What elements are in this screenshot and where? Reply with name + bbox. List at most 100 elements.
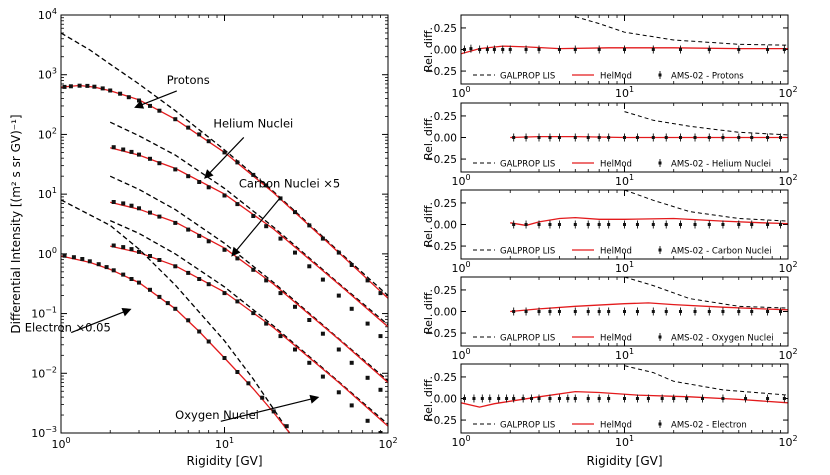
panel-y-tick-label: 0.00 <box>434 220 457 232</box>
data-point <box>524 136 528 139</box>
panel-plot-area <box>461 365 788 408</box>
y-tick-label-exp: 3 <box>52 67 57 76</box>
panel-x-tick-label-exp: 0 <box>465 260 470 269</box>
panel-y-tick-label: −0.25 <box>425 66 457 78</box>
helmod-line-1 <box>110 147 388 328</box>
data-point <box>693 310 697 313</box>
annotation-arrow-head <box>231 246 241 257</box>
data-point <box>293 347 297 352</box>
data-point <box>126 95 131 100</box>
panel-y-tick-label: 0.25 <box>434 372 457 384</box>
data-point <box>173 220 178 225</box>
data-point <box>129 149 134 154</box>
data-point <box>607 397 611 400</box>
data-point <box>462 397 466 400</box>
legend-helmod-label: HelMod <box>600 334 632 344</box>
data-point <box>492 48 496 51</box>
data-point <box>293 250 297 255</box>
data-point <box>137 249 141 254</box>
data-point <box>157 294 162 299</box>
legend-lis-label: GALPROP LIS <box>500 247 555 257</box>
data-point <box>148 287 152 292</box>
data-point <box>586 310 590 313</box>
data-point <box>222 247 227 252</box>
data-point <box>480 397 484 400</box>
data-point <box>623 48 626 51</box>
y-tick-label: 10−2 <box>31 365 57 380</box>
data-point <box>779 223 783 226</box>
panel-y-tick-label: 0.25 <box>434 111 457 123</box>
legend-lis-label: GALPROP LIS <box>500 72 555 82</box>
legend-data-swatch-point <box>658 73 662 77</box>
panel-x-tick-label: 102 <box>778 85 797 100</box>
panel-x-tick-label-base: 10 <box>778 262 792 275</box>
panel-x-tick-label-exp: 1 <box>629 347 634 356</box>
panel-x-tick-label: 102 <box>778 434 797 449</box>
panel-frame <box>460 363 789 434</box>
y-tick-label-base: 10 <box>38 128 52 141</box>
lis-line <box>624 277 788 309</box>
data-point <box>737 136 741 139</box>
data-point <box>512 136 516 139</box>
data-point <box>378 431 383 433</box>
data-point <box>737 48 741 51</box>
legend-lis-label: GALPROP LIS <box>500 334 555 344</box>
lis-line-1 <box>109 121 388 326</box>
data-point <box>548 310 552 313</box>
y-tick-label-exp: 4 <box>52 7 57 16</box>
panel-x-tick-label-exp: 2 <box>792 173 797 182</box>
data-point <box>260 395 265 400</box>
y-tick-label-base: 10 <box>38 9 52 22</box>
data-point <box>157 108 162 113</box>
data-point <box>573 310 577 313</box>
panel-y-axis-label: Rel. diff. <box>422 376 435 421</box>
data-point <box>264 224 269 229</box>
y-tick-label-exp: −2 <box>45 365 57 374</box>
y-tick-label: 10−1 <box>31 306 57 321</box>
legend-helmod-label: HelMod <box>600 72 632 82</box>
data-point <box>206 339 211 344</box>
data-point <box>607 310 611 313</box>
data-point <box>121 245 126 250</box>
panel-x-tick-label-base: 10 <box>451 262 465 275</box>
data-point <box>557 397 561 400</box>
legend-data-label: AMS-02 - Electron <box>671 421 747 431</box>
data-point <box>284 424 289 429</box>
data-point <box>118 91 123 96</box>
data-point <box>349 360 354 365</box>
y-tick-label: 100 <box>38 246 57 261</box>
panel-plot-area <box>510 111 788 142</box>
annotation-label: Helium Nuclei <box>213 117 293 131</box>
panel-x-tick-label-exp: 0 <box>465 173 470 182</box>
panel-x-tick-label: 100 <box>451 260 470 275</box>
data-point <box>664 223 668 226</box>
panel-x-tick-label-base: 10 <box>451 349 465 362</box>
data-point <box>251 172 256 177</box>
data-point <box>307 264 312 269</box>
data-point <box>512 310 516 313</box>
panel-y-tick-label: 0.00 <box>434 133 457 145</box>
lis-line <box>624 190 788 222</box>
panel-x-tick-label-base: 10 <box>778 175 792 188</box>
data-point <box>485 48 489 51</box>
annotation-label: Electron ×0.05 <box>25 321 111 335</box>
panel-x-tick-label-base: 10 <box>615 87 629 100</box>
data-point <box>597 223 601 226</box>
data-point <box>537 136 541 139</box>
main-plot-area <box>61 32 388 433</box>
data-point <box>537 397 541 400</box>
data-point <box>573 136 577 139</box>
data-point <box>96 262 101 267</box>
panel-y-axis-label: Rel. diff. <box>422 202 435 247</box>
data-point <box>336 390 341 395</box>
data-point <box>462 48 466 51</box>
y-tick-label-base: 10 <box>38 69 52 82</box>
data-point <box>278 334 283 339</box>
panel-x-tick-label-exp: 0 <box>465 85 470 94</box>
data-point <box>766 310 770 313</box>
data-point <box>693 136 697 139</box>
data-point <box>512 223 516 226</box>
